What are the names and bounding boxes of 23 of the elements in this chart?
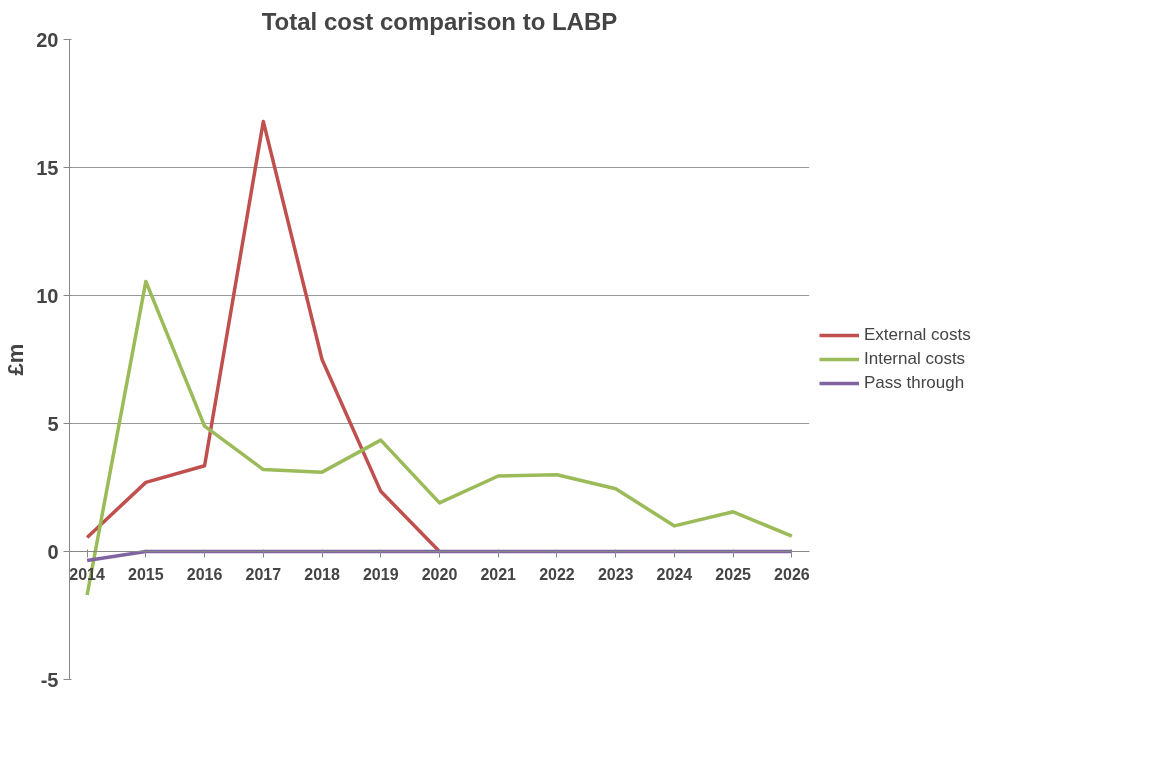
legend-label: Pass through xyxy=(864,373,965,393)
y-tick-label: 10 xyxy=(36,284,59,307)
y-tick-label: 15 xyxy=(36,156,59,179)
x-tick-label: 2023 xyxy=(597,565,634,583)
x-tick-label: 2019 xyxy=(362,565,399,583)
chart-title: Total cost comparison to LABP xyxy=(261,7,618,35)
x-tick-label: 2016 xyxy=(186,565,223,583)
x-tick-label: 2020 xyxy=(421,565,458,583)
x-tick-label: 2026 xyxy=(774,565,810,583)
y-tick-label: 5 xyxy=(47,412,59,435)
y-tick-label: -5 xyxy=(40,668,59,691)
legend-label: Internal costs xyxy=(864,349,966,369)
legend-label: External costs xyxy=(864,325,971,345)
x-tick-label: 2018 xyxy=(304,565,340,583)
x-tick-label: 2015 xyxy=(128,565,164,583)
x-tick-label: 2021 xyxy=(480,565,517,583)
y-tick-label: 20 xyxy=(36,28,59,51)
x-tick-label: 2025 xyxy=(715,565,752,583)
x-tick-label: 2022 xyxy=(539,565,575,583)
y-tick-label: 0 xyxy=(47,540,59,563)
x-tick-label: 2024 xyxy=(656,565,693,583)
y-axis-title: £m xyxy=(3,343,29,376)
x-tick-label: 2017 xyxy=(245,565,282,583)
